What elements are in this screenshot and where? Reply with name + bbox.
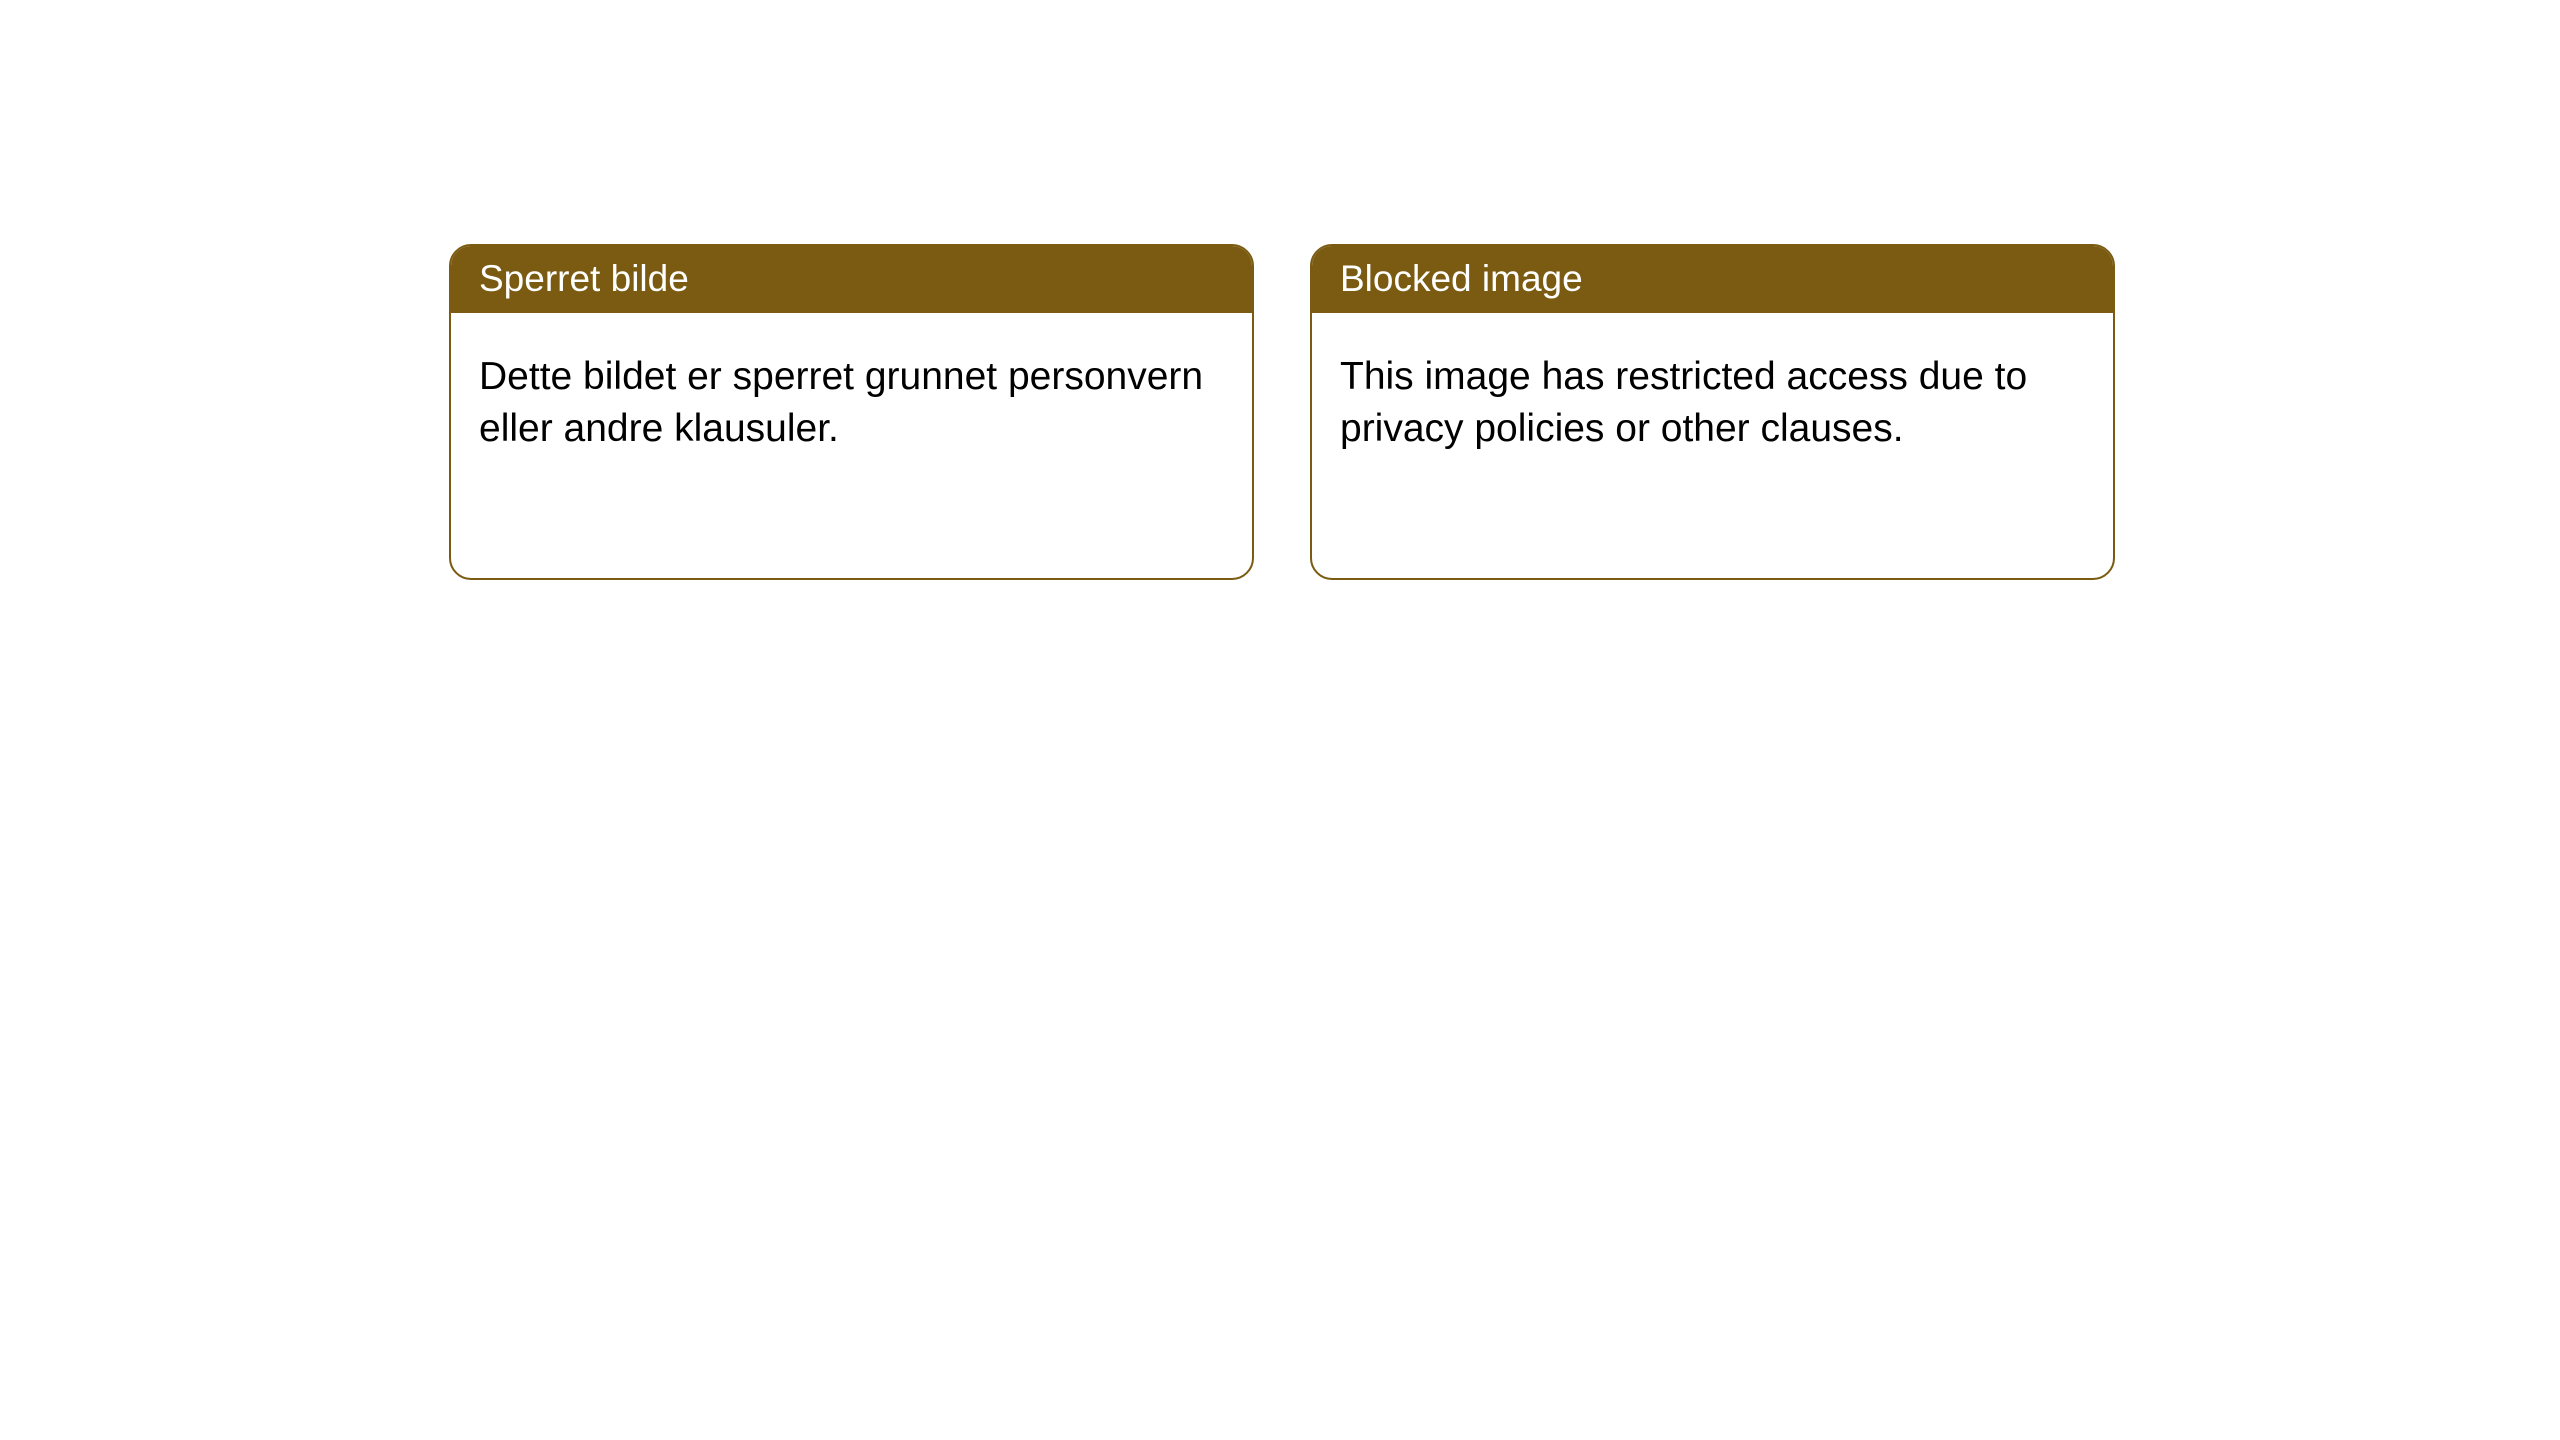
card-body-en: This image has restricted access due to … <box>1312 313 2113 483</box>
blocked-image-notice-row: Sperret bilde Dette bildet er sperret gr… <box>0 0 2560 580</box>
card-title-nb: Sperret bilde <box>451 246 1252 313</box>
blocked-image-card-en: Blocked image This image has restricted … <box>1310 244 2115 580</box>
card-title-en: Blocked image <box>1312 246 2113 313</box>
blocked-image-card-nb: Sperret bilde Dette bildet er sperret gr… <box>449 244 1254 580</box>
card-body-nb: Dette bildet er sperret grunnet personve… <box>451 313 1252 483</box>
